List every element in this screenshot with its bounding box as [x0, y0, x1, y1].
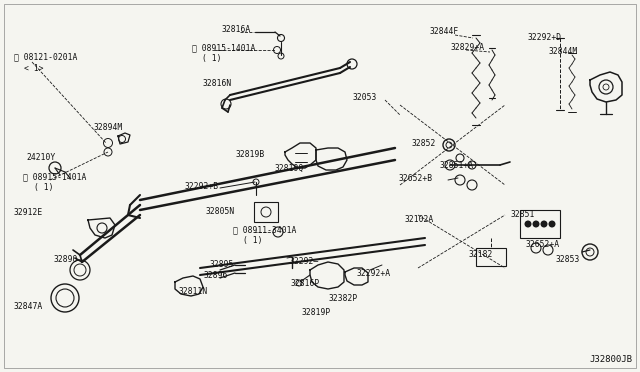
- Text: 32896: 32896: [204, 271, 228, 280]
- Text: 32844M: 32844M: [549, 47, 579, 56]
- FancyBboxPatch shape: [254, 202, 278, 222]
- Text: 32811N: 32811N: [179, 287, 208, 296]
- Text: 32292—: 32292—: [290, 257, 319, 266]
- Text: 32912E: 32912E: [14, 208, 44, 217]
- Text: ( 1): ( 1): [202, 54, 221, 63]
- Text: < 1>: < 1>: [24, 64, 44, 73]
- Text: 32851: 32851: [511, 210, 536, 219]
- Text: ( 1): ( 1): [34, 183, 54, 192]
- FancyBboxPatch shape: [476, 248, 506, 266]
- Text: 24210Y: 24210Y: [26, 153, 55, 162]
- Text: 32819B: 32819B: [236, 150, 265, 159]
- Text: 32853: 32853: [556, 255, 580, 264]
- Text: Ⓦ 08915-1401A: Ⓦ 08915-1401A: [192, 43, 255, 52]
- Text: 32829+A: 32829+A: [451, 43, 485, 52]
- Text: 32894M: 32894M: [94, 123, 124, 132]
- Text: 32292+A: 32292+A: [357, 269, 391, 278]
- Text: 32102A: 32102A: [405, 215, 435, 224]
- Text: 32182: 32182: [469, 250, 493, 259]
- Text: 32890: 32890: [54, 255, 78, 264]
- Text: 32816A: 32816A: [222, 25, 252, 34]
- Text: 32652+A: 32652+A: [526, 240, 560, 249]
- Circle shape: [525, 221, 531, 228]
- Text: 32816P: 32816P: [291, 279, 320, 288]
- Text: 32819Q: 32819Q: [275, 164, 304, 173]
- Circle shape: [541, 221, 547, 228]
- Text: Ⓦ 08915-1401A: Ⓦ 08915-1401A: [23, 172, 86, 181]
- Text: 32819P: 32819P: [302, 308, 332, 317]
- Text: 32382P: 32382P: [329, 294, 358, 303]
- FancyBboxPatch shape: [520, 210, 560, 238]
- Text: 32292+B: 32292+B: [185, 182, 219, 191]
- Text: 32816N: 32816N: [203, 79, 232, 88]
- Text: Ⓑ 08121-0201A: Ⓑ 08121-0201A: [14, 52, 77, 61]
- Text: J32800JB: J32800JB: [589, 355, 632, 364]
- Text: 32652+B: 32652+B: [399, 174, 433, 183]
- Text: 32053: 32053: [353, 93, 378, 102]
- Text: 32895: 32895: [210, 260, 234, 269]
- Text: 32851+A: 32851+A: [440, 161, 474, 170]
- Circle shape: [548, 221, 556, 228]
- Text: 32852: 32852: [412, 139, 436, 148]
- Text: 32844F: 32844F: [430, 27, 460, 36]
- Circle shape: [532, 221, 540, 228]
- Text: 32292+D: 32292+D: [528, 33, 562, 42]
- Text: Ⓝ 08911-3401A: Ⓝ 08911-3401A: [233, 225, 296, 234]
- Text: ( 1): ( 1): [243, 236, 262, 245]
- Text: 32805N: 32805N: [206, 207, 236, 216]
- Text: 32847A: 32847A: [14, 302, 44, 311]
